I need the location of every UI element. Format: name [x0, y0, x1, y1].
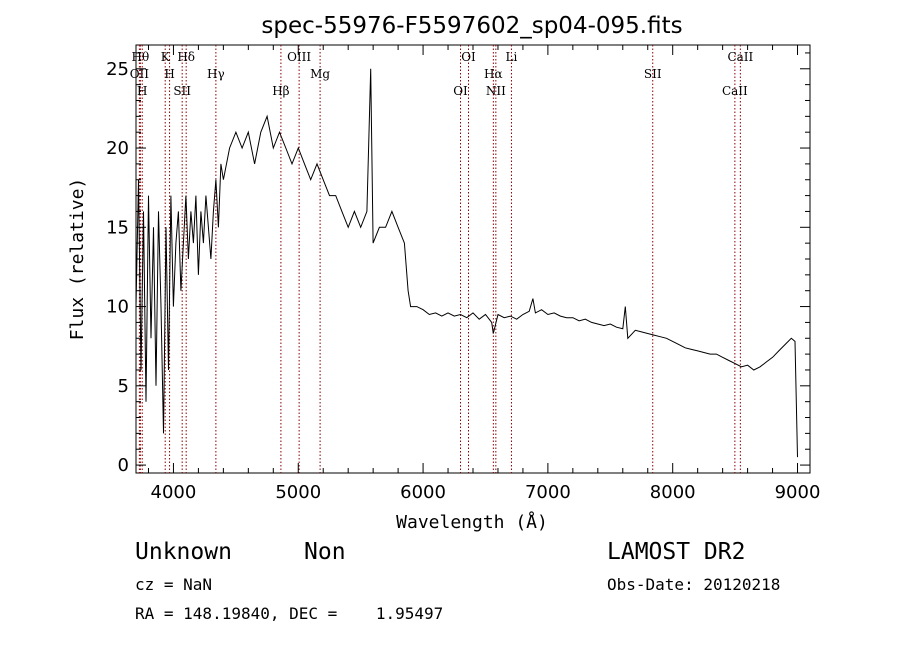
- spectral-line-label: Hδ: [177, 50, 195, 64]
- spectrum-series-line: [135, 68, 798, 458]
- spectral-line-label: CaII: [722, 84, 748, 98]
- spectral-line-label: SII: [173, 84, 191, 98]
- spectral-line-label: Hθ: [132, 50, 150, 64]
- x-tick-label: 9000: [775, 482, 821, 503]
- ra-dec: RA = 148.19840, DEC = 1.95497: [135, 604, 444, 623]
- spectral-line-label: Mg: [310, 67, 330, 81]
- y-tick-label: 10: [106, 297, 129, 318]
- spectral-line-label: K: [161, 50, 171, 64]
- x-tick-label: 6000: [400, 482, 446, 503]
- y-axis-label: Flux (relative): [67, 178, 88, 341]
- x-tick-label: 7000: [525, 482, 571, 503]
- x-axis-label: Wavelength (Å): [396, 511, 548, 533]
- spectral-line-labels: HθOIIHKHSIIHδHγHβOIIIMgOIOIHαNIILiSIICaI…: [130, 50, 754, 98]
- y-tick-label: 5: [118, 376, 129, 397]
- spectral-line-label: CaII: [727, 50, 753, 64]
- object-class: Unknown: [135, 539, 232, 565]
- x-tick-label: 4000: [151, 482, 197, 503]
- spectral-line-label: Hβ: [272, 84, 289, 98]
- spectral-line-label: OII: [130, 67, 150, 81]
- spectral-line-label: SII: [644, 67, 662, 81]
- y-tick-label: 0: [118, 455, 129, 476]
- x-tick-label: 8000: [650, 482, 696, 503]
- y-tick-label: 20: [106, 138, 129, 159]
- x-axis-ticks: 4000 5000 6000 7000 8000 9000: [147, 45, 821, 503]
- redshift-cz: cz = NaN: [135, 575, 213, 594]
- y-tick-label: 25: [106, 59, 129, 80]
- obs-date: Obs-Date: 20120218: [607, 575, 781, 594]
- spectral-line-label: Li: [506, 50, 518, 64]
- plot-frame: [135, 44, 811, 474]
- y-axis-ticks: 0 5 10 15 20 25: [106, 52, 810, 476]
- spectral-line-label: OI: [453, 84, 468, 98]
- spectral-line-label: H: [164, 67, 174, 81]
- survey-name: LAMOST DR2: [607, 539, 746, 565]
- spectral-line-label: NII: [486, 84, 506, 98]
- spectral-line-label: Hγ: [207, 67, 225, 81]
- spectral-line-markers: [138, 45, 741, 473]
- chart-title: spec-55976-F5597602_sp04-095.fits: [261, 13, 682, 39]
- object-subclass: Non: [304, 539, 346, 565]
- spectral-line-label: Hα: [484, 67, 503, 81]
- x-tick-label: 5000: [275, 482, 321, 503]
- y-tick-label: 15: [106, 217, 129, 238]
- spectral-line-label: OI: [461, 50, 476, 64]
- spectral-line-label: H: [137, 84, 147, 98]
- spectral-line-label: OIII: [287, 50, 311, 64]
